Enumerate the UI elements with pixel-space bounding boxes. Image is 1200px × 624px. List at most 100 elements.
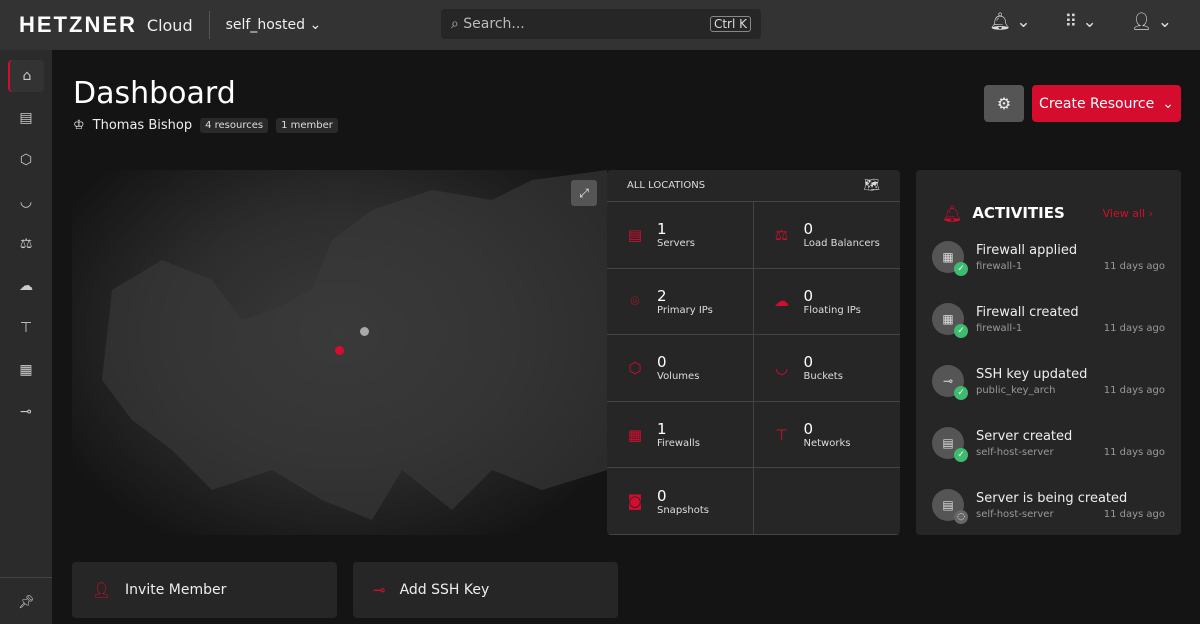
floating-ips-icon: ☁ xyxy=(19,278,33,294)
sidebar-item-buckets[interactable]: ◡ xyxy=(8,186,44,218)
sidebar-item-firewalls[interactable]: ▦ xyxy=(8,354,44,386)
load-balancers-icon: ⚖ xyxy=(19,236,33,252)
activity-time: 11 days ago xyxy=(1103,508,1165,520)
activity-subject: self-host-server xyxy=(976,446,1054,458)
pending-icon: ◌ xyxy=(954,510,968,524)
stat-label: Buckets xyxy=(803,371,843,383)
sidebar-item-home[interactable]: ⌂ xyxy=(8,60,44,92)
stat-count: 2 xyxy=(657,286,667,305)
view-all-label: View all xyxy=(1102,206,1146,220)
sidebar-item-networks[interactable]: ⊤ xyxy=(8,312,44,344)
activities-panel: 🔔︎ ACTIVITIES View all › ▦ ✓ Firewall appl… xyxy=(916,170,1181,535)
sidebar-item-ssh-keys[interactable]: ⊸ xyxy=(8,396,44,428)
resources-badge: 4 resources xyxy=(200,118,269,133)
stat-label: Firewalls xyxy=(657,438,700,450)
location-marker[interactable] xyxy=(335,346,344,355)
stat-label: Load Balancers xyxy=(803,238,880,250)
buckets-icon: ◡ xyxy=(19,194,33,210)
bell-icon: 🔔︎ xyxy=(942,203,963,223)
activity-time: 11 days ago xyxy=(1103,260,1165,272)
stat-label: Servers xyxy=(657,238,696,250)
europe-map-shape xyxy=(102,170,607,520)
sidebar-item-floating-ips[interactable]: ☁ xyxy=(8,270,44,302)
add-ssh-key-button[interactable]: ⊸ Add SSH Key xyxy=(353,562,618,618)
location-stat-networks[interactable]: ⊤ 0 Networks xyxy=(753,402,900,469)
sidebar-item-servers[interactable]: ▤ xyxy=(8,102,44,134)
activity-title: Firewall applied xyxy=(976,242,1078,258)
view-all-link[interactable]: View all › xyxy=(1102,206,1153,220)
location-stat-volumes[interactable]: ⬡ 0 Volumes xyxy=(607,335,754,402)
location-stat-firewalls[interactable]: ▦ 1 Firewalls xyxy=(607,401,754,469)
activity-title: SSH key updated xyxy=(976,366,1088,382)
create-resource-button[interactable]: Create Resource ⌄ xyxy=(1032,85,1181,122)
location-marker[interactable] xyxy=(360,327,369,336)
location-map[interactable]: ⤢ xyxy=(72,170,607,535)
activity-item[interactable]: ▦ ✓ Firewall created firewall-1 11 days ago xyxy=(916,288,1181,350)
stat-label: Snapshots xyxy=(657,504,709,516)
stat-count: 1 xyxy=(657,420,667,439)
settings-button[interactable]: ⚙ xyxy=(984,85,1024,122)
user-menu-button[interactable]: 👤︎ ⌄ xyxy=(1130,12,1172,32)
snapshots-icon: ◙ xyxy=(627,492,643,511)
floating-ips-icon: ☁ xyxy=(774,292,789,311)
servers-icon: ▤ xyxy=(19,110,33,126)
activity-title: Server is being created xyxy=(976,490,1128,506)
invite-member-button[interactable]: 👤︎ Invite Member xyxy=(72,562,337,618)
check-icon: ✓ xyxy=(954,262,968,276)
user-icon: 👤︎ xyxy=(1130,12,1153,32)
top-bar: HETZNER Cloud self_hosted ⌄ ⌕ Search... … xyxy=(0,0,1200,50)
activity-item[interactable]: ▦ ✓ Firewall applied firewall-1 11 days ago xyxy=(916,226,1181,288)
expand-map-button[interactable]: ⤢ xyxy=(571,180,597,206)
buckets-icon: ◡ xyxy=(774,358,789,377)
stat-label: Volumes xyxy=(657,371,700,383)
apps-button[interactable]: ⠿ ⌄ xyxy=(1064,12,1097,32)
create-resource-label: Create Resource xyxy=(1039,95,1155,112)
location-stat-buckets[interactable]: ◡ 0 Buckets xyxy=(753,335,900,402)
stat-label: Floating IPs xyxy=(803,304,861,316)
resource-icon: ▤ xyxy=(942,498,954,512)
divider xyxy=(208,11,210,39)
sidebar-item-volumes[interactable]: ⬡ xyxy=(8,144,44,176)
activities-title: ACTIVITIES xyxy=(972,204,1065,222)
activity-time: 11 days ago xyxy=(1103,446,1165,458)
search-placeholder: Search... xyxy=(463,16,525,32)
search-input[interactable]: ⌕ Search... Ctrl K xyxy=(441,9,761,39)
networks-icon: ⊤ xyxy=(774,425,789,444)
ssh-keys-icon: ⊸ xyxy=(20,404,32,420)
pin-sidebar-icon[interactable]: 📌︎ xyxy=(18,595,35,610)
location-stat-servers[interactable]: ▤ 1 Servers xyxy=(607,202,754,269)
project-selector[interactable]: self_hosted ⌄ xyxy=(226,17,322,33)
gear-icon: ⚙ xyxy=(996,94,1012,113)
primary-ips-icon: ⌾ xyxy=(630,292,640,311)
resource-icon: ▦ xyxy=(942,312,954,326)
location-stat-floating-ips[interactable]: ☁ 0 Floating IPs xyxy=(753,269,900,336)
activity-avatar: ⊸ ✓ xyxy=(932,365,968,400)
locations-title: ALL LOCATIONS xyxy=(627,180,706,191)
sidebar-item-load-balancers[interactable]: ⚖ xyxy=(8,228,44,260)
members-badge: 1 member xyxy=(276,118,338,133)
stat-label: Networks xyxy=(803,438,851,450)
map-icon[interactable]: 🗺︎ xyxy=(863,178,880,193)
location-stat-primary-ips[interactable]: ⌾ 2 Primary IPs xyxy=(607,268,754,336)
activity-title: Firewall created xyxy=(976,304,1079,320)
hetzner-logo[interactable]: HETZNER xyxy=(19,12,137,37)
check-icon: ✓ xyxy=(954,324,968,338)
locations-panel: ALL LOCATIONS 🗺︎ ▤ 1 Servers ⚖ 0 Load Balancer… xyxy=(607,170,900,535)
location-stat-load-balancers[interactable]: ⚖ 0 Load Balancers xyxy=(753,202,900,269)
invite-member-label: Invite Member xyxy=(125,582,227,598)
stat-count: 1 xyxy=(657,220,667,239)
activity-title: Server created xyxy=(976,428,1073,444)
activity-item[interactable]: ⊸ ✓ SSH key updated public_key_arch 11 days … xyxy=(916,350,1181,412)
load-balancers-icon: ⚖ xyxy=(774,225,789,244)
volumes-icon: ⬡ xyxy=(628,358,642,377)
activity-item[interactable]: ▤ ◌ Server is being created self-host-serve… xyxy=(916,474,1181,536)
location-stat-snapshots[interactable]: ◙ 0 Snapshots xyxy=(607,468,754,535)
add-ssh-key-label: Add SSH Key xyxy=(399,582,490,598)
stat-count: 0 xyxy=(803,220,814,239)
notifications-button[interactable]: 🔔︎ ⌄ xyxy=(989,12,1031,32)
project-name: self_hosted xyxy=(225,17,306,33)
activity-item[interactable]: ▤ ✓ Server created self-host-server 11 days … xyxy=(916,412,1181,474)
firewalls-icon: ▦ xyxy=(19,362,33,378)
stat-label: Primary IPs xyxy=(657,304,713,316)
activity-avatar: ▦ ✓ xyxy=(932,303,968,338)
